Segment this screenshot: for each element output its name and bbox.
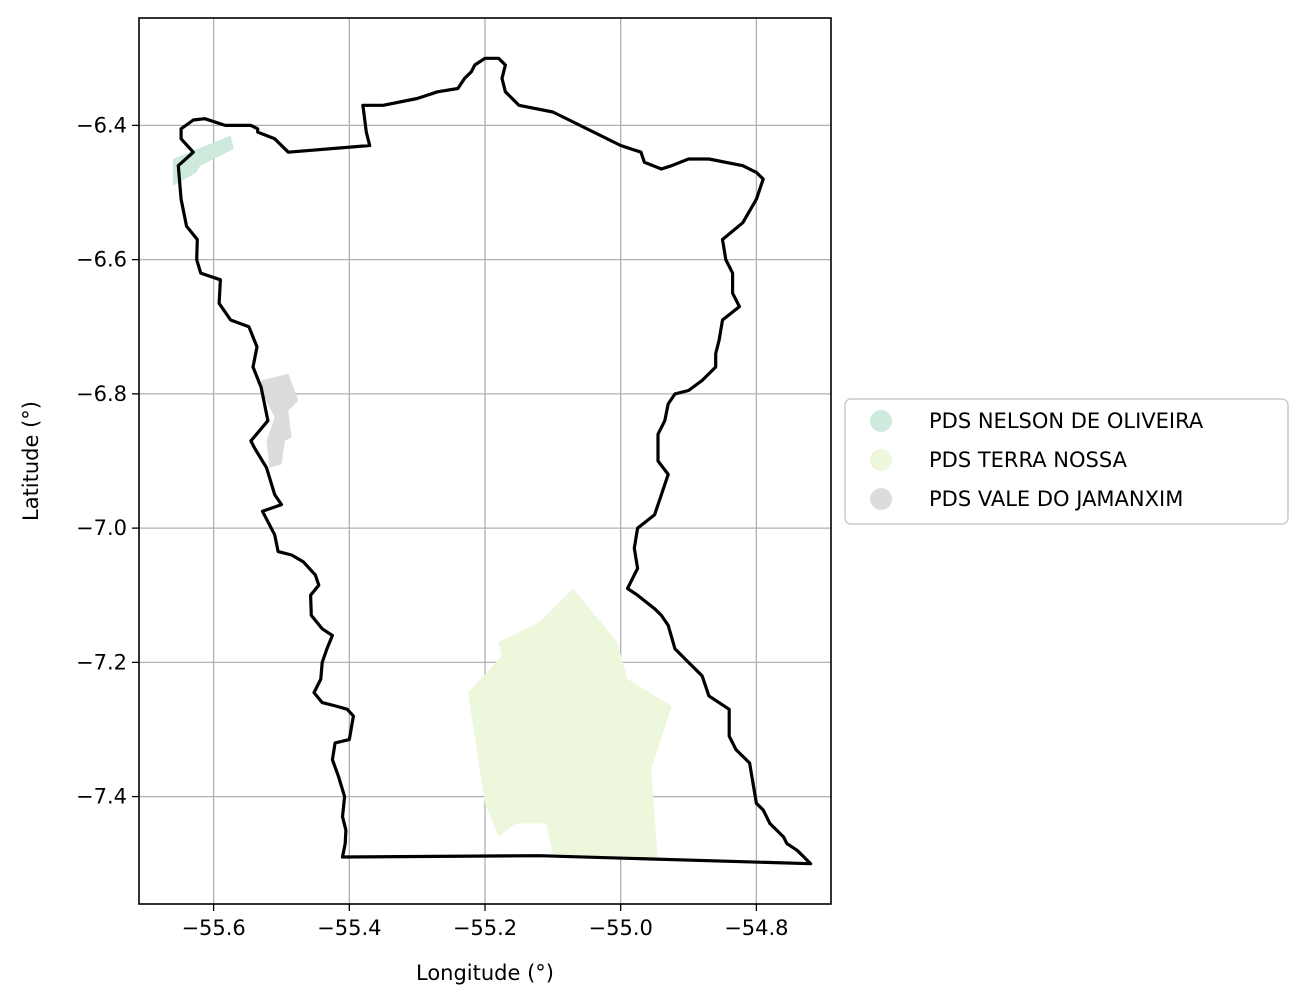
- y-tick-label: −6.4: [76, 113, 127, 137]
- plot-area: [138, 17, 832, 905]
- x-axis-title: Longitude (°): [416, 961, 554, 985]
- x-tick-label: −55.0: [589, 916, 653, 940]
- y-tick-label: −7.2: [76, 650, 127, 674]
- boundary-outline: [176, 56, 813, 866]
- area-polygons: [172, 135, 672, 861]
- y-ticks: −6.4 −6.6 −6.8 −7.0 −7.2 −7.4: [76, 113, 139, 809]
- legend-frame: [844, 398, 1289, 525]
- x-tick-label: −55.6: [181, 916, 245, 940]
- boundary-line: [176, 56, 813, 866]
- legend: PDS NELSON DE OLIVEIRA PDS TERRA NOSSA PDS…: [844, 398, 1289, 525]
- x-tick-label: −55.4: [317, 916, 381, 940]
- x-tick-label: −54.8: [724, 916, 788, 940]
- y-tick-label: −6.6: [76, 248, 127, 272]
- legend-label: PDS NELSON DE OLIVEIRA: [929, 409, 1204, 433]
- legend-label: PDS VALE DO JAMANXIM: [929, 487, 1183, 511]
- y-tick-label: −6.8: [76, 382, 127, 406]
- legend-marker: [870, 488, 892, 510]
- legend-marker: [870, 449, 892, 471]
- x-ticks: −55.6 −55.4 −55.2 −55.0 −54.8: [181, 904, 789, 940]
- y-tick-label: −7.4: [76, 785, 127, 809]
- legend-label: PDS TERRA NOSSA: [929, 448, 1128, 472]
- area-polygon-0: [172, 135, 234, 186]
- area-polygon-1: [468, 588, 672, 861]
- y-tick-label: −7.0: [76, 516, 127, 540]
- x-tick-label: −55.2: [453, 916, 517, 940]
- area-polygon-2: [261, 373, 299, 468]
- legend-marker: [870, 410, 892, 432]
- y-axis-title: Latitude (°): [19, 401, 43, 521]
